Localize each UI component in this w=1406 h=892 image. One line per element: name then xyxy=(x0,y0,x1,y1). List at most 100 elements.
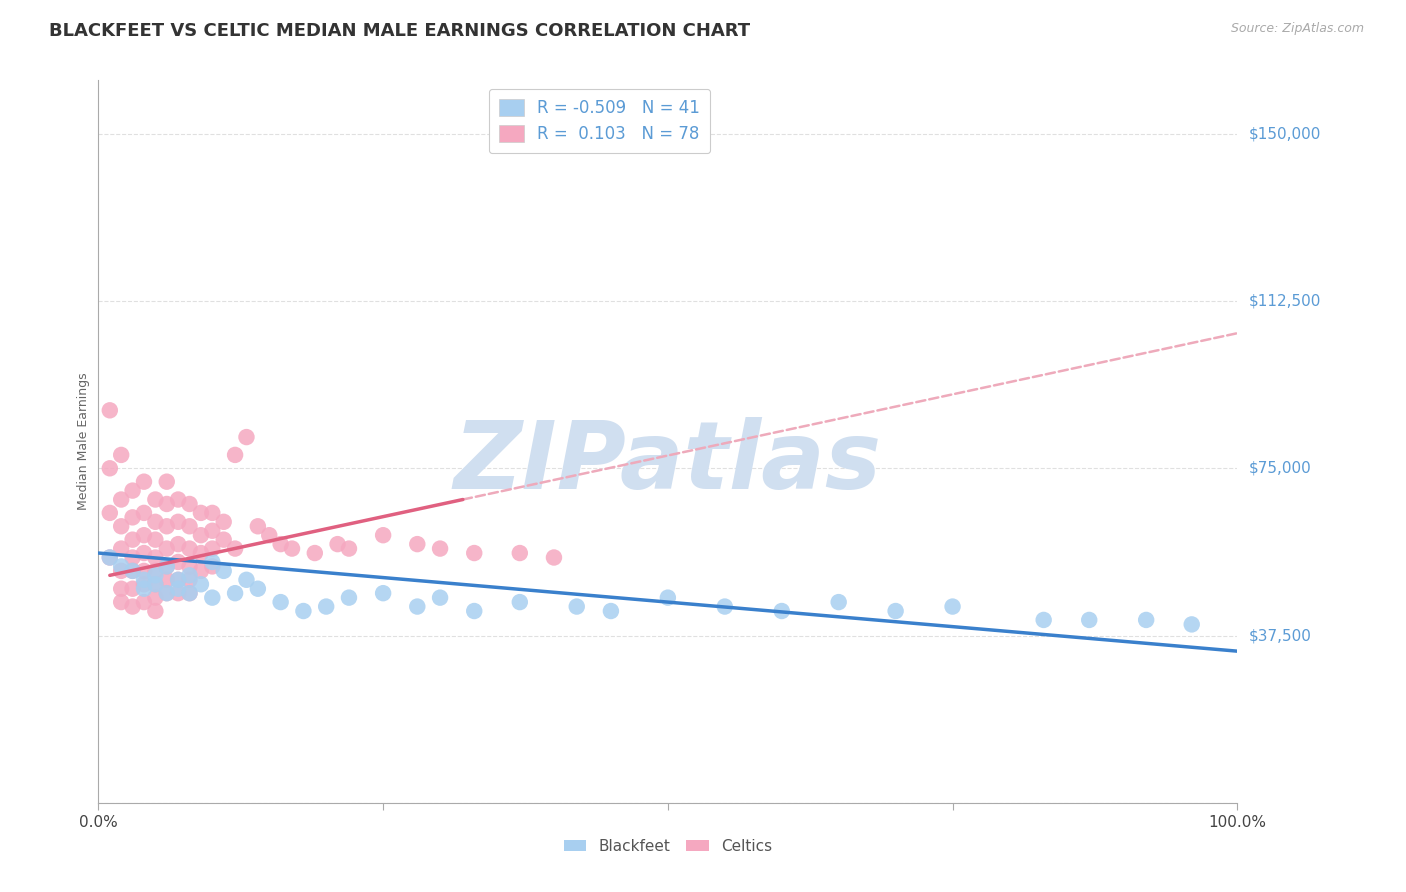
Point xyxy=(190,506,212,520)
Point xyxy=(1032,613,1054,627)
Point xyxy=(145,533,167,547)
Point xyxy=(167,573,190,587)
Point xyxy=(463,546,485,560)
Text: $75,000: $75,000 xyxy=(1249,461,1312,475)
Text: BLACKFEET VS CELTIC MEDIAN MALE EARNINGS CORRELATION CHART: BLACKFEET VS CELTIC MEDIAN MALE EARNINGS… xyxy=(49,22,751,40)
Point xyxy=(246,582,269,596)
Point xyxy=(110,519,132,533)
Point xyxy=(179,586,201,600)
Text: ZIPatlas: ZIPatlas xyxy=(454,417,882,509)
Point xyxy=(156,541,179,556)
Point xyxy=(179,568,201,582)
Point xyxy=(1135,613,1157,627)
Point xyxy=(315,599,337,614)
Point xyxy=(235,430,257,444)
Point xyxy=(770,604,793,618)
Point xyxy=(429,541,451,556)
Point xyxy=(145,604,167,618)
Point xyxy=(179,519,201,533)
Point xyxy=(371,586,394,600)
Point xyxy=(156,586,179,600)
Point xyxy=(281,541,304,556)
Point xyxy=(884,604,907,618)
Point xyxy=(292,604,315,618)
Point xyxy=(337,591,360,605)
Point xyxy=(509,546,531,560)
Point xyxy=(600,604,623,618)
Point xyxy=(828,595,851,609)
Point xyxy=(179,559,201,574)
Point xyxy=(145,492,167,507)
Point xyxy=(167,537,190,551)
Point xyxy=(224,448,246,462)
Point xyxy=(110,541,132,556)
Point xyxy=(156,586,179,600)
Point xyxy=(121,582,143,596)
Point xyxy=(201,555,224,569)
Point xyxy=(156,573,179,587)
Point xyxy=(145,564,167,578)
Point xyxy=(1078,613,1101,627)
Point xyxy=(145,591,167,605)
Point xyxy=(110,564,132,578)
Point xyxy=(201,591,224,605)
Point xyxy=(98,550,121,565)
Text: Source: ZipAtlas.com: Source: ZipAtlas.com xyxy=(1230,22,1364,36)
Point xyxy=(156,559,179,574)
Point xyxy=(167,515,190,529)
Point xyxy=(167,555,190,569)
Point xyxy=(145,577,167,591)
Point xyxy=(167,573,190,587)
Point xyxy=(179,541,201,556)
Point xyxy=(509,595,531,609)
Point xyxy=(156,519,179,533)
Point xyxy=(121,564,143,578)
Point xyxy=(121,510,143,524)
Point xyxy=(942,599,965,614)
Point xyxy=(714,599,737,614)
Point xyxy=(98,550,121,565)
Point xyxy=(145,568,167,582)
Point xyxy=(1181,617,1204,632)
Point xyxy=(145,515,167,529)
Point xyxy=(270,595,292,609)
Point xyxy=(179,573,201,587)
Point xyxy=(156,559,179,574)
Point xyxy=(270,537,292,551)
Point xyxy=(121,564,143,578)
Y-axis label: Median Male Earnings: Median Male Earnings xyxy=(77,373,90,510)
Legend: Blackfeet, Celtics: Blackfeet, Celtics xyxy=(557,833,779,860)
Point xyxy=(132,546,155,560)
Point xyxy=(201,541,224,556)
Point xyxy=(167,582,190,596)
Point xyxy=(156,475,179,489)
Point xyxy=(179,586,201,600)
Point xyxy=(121,599,143,614)
Point xyxy=(259,528,281,542)
Point xyxy=(224,541,246,556)
Point xyxy=(406,537,429,551)
Point xyxy=(190,546,212,560)
Point xyxy=(132,582,155,596)
Point xyxy=(156,497,179,511)
Point xyxy=(179,497,201,511)
Point xyxy=(543,550,565,565)
Point xyxy=(190,577,212,591)
Point xyxy=(110,582,132,596)
Point xyxy=(132,564,155,578)
Point xyxy=(337,541,360,556)
Point xyxy=(110,595,132,609)
Point xyxy=(110,448,132,462)
Point xyxy=(132,475,155,489)
Text: $37,500: $37,500 xyxy=(1249,628,1312,643)
Point xyxy=(224,586,246,600)
Point xyxy=(121,483,143,498)
Point xyxy=(463,604,485,618)
Point xyxy=(167,492,190,507)
Point xyxy=(145,577,167,591)
Point xyxy=(371,528,394,542)
Point xyxy=(201,559,224,574)
Point xyxy=(98,403,121,417)
Text: $150,000: $150,000 xyxy=(1249,127,1320,141)
Point xyxy=(429,591,451,605)
